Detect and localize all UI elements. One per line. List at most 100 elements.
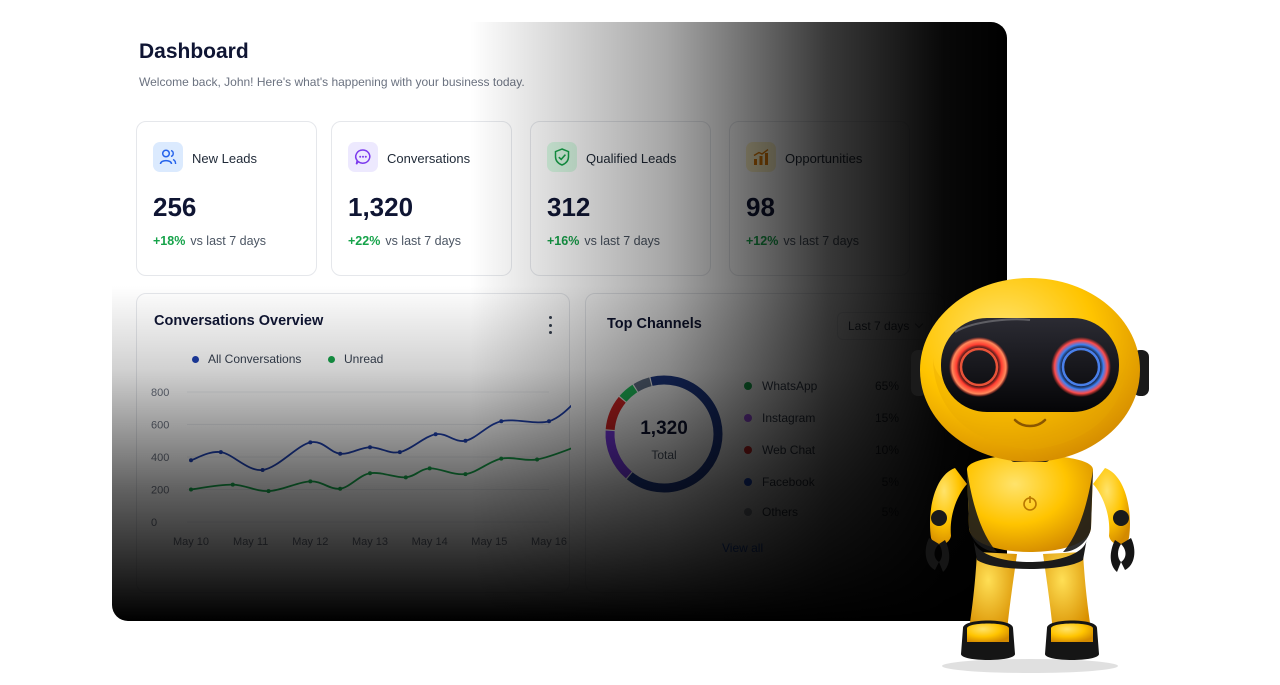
kpi-change: +22% vs last 7 days: [348, 234, 461, 248]
kpi-comparison: vs last 7 days: [385, 234, 462, 248]
channel-row-web-chat: Web Chat 10%: [744, 442, 899, 458]
data-point: [308, 440, 313, 445]
legend-dot: [744, 446, 752, 454]
card-title: Top Channels: [607, 316, 702, 332]
dashboard-panel: Dashboard Welcome back, John! Here's wha…: [112, 22, 1007, 621]
data-point: [397, 450, 402, 455]
channel-percent: 5%: [881, 475, 899, 489]
kpi-card-new-leads[interactable]: New Leads 256 +18% vs last 7 days: [136, 121, 317, 276]
robot-mascot: [911, 278, 1149, 673]
data-point: [547, 419, 551, 424]
kpi-card-qualified-leads[interactable]: Qualified Leads 312 +16% vs last 7 days: [530, 121, 711, 276]
data-point: [535, 457, 540, 462]
series-line: [190, 404, 571, 471]
y-tick-label: 600: [151, 420, 169, 432]
data-point: [308, 479, 313, 484]
kpi-change-percent: +18%: [153, 234, 186, 248]
data-point: [368, 471, 372, 476]
channel-percent: 15%: [874, 411, 899, 425]
legend-dot: [744, 382, 752, 390]
kpi-label: Conversations: [387, 151, 471, 166]
data-point: [463, 438, 468, 443]
y-tick-label: 400: [151, 452, 169, 464]
kpi-comparison: vs last 7 days: [190, 234, 267, 248]
data-point: [368, 445, 372, 450]
channel-name: Web Chat: [762, 443, 816, 457]
data-point: [433, 432, 438, 437]
top-channels-card: Top Channels Last 7 days 1,320 Total Wha…: [585, 293, 945, 593]
data-point: [338, 486, 343, 491]
data-point: [338, 451, 343, 456]
shield-check-icon: [547, 142, 577, 172]
legend-dot: [744, 508, 752, 516]
channel-row-facebook: Facebook 5%: [744, 474, 899, 490]
kpi-label: Opportunities: [785, 151, 863, 166]
donut-slice: [619, 384, 638, 402]
legend-dot: [744, 414, 752, 422]
page-subtitle: Welcome back, John! Here's what's happen…: [139, 75, 525, 89]
donut-total-label: Total: [651, 448, 677, 462]
view-all-link[interactable]: View all: [722, 541, 764, 555]
x-tick-label: May 12: [292, 536, 328, 548]
kpi-change-percent: +22%: [348, 234, 381, 248]
kpi-change-percent: +12%: [746, 234, 779, 248]
channel-name: Others: [762, 505, 799, 519]
data-point: [189, 487, 193, 492]
channel-row-whatsapp: WhatsApp 65%: [744, 378, 899, 394]
legend-dot: [744, 478, 752, 486]
page-title: Dashboard: [139, 40, 249, 63]
users-icon: [153, 142, 183, 172]
kpi-card-opportunities[interactable]: Opportunities 98 +12% vs last 7 days: [729, 121, 910, 276]
data-point: [427, 466, 432, 471]
channel-name: Facebook: [762, 475, 815, 489]
conversations-overview-card: Conversations Overview All Conversations…: [136, 293, 571, 593]
data-point: [499, 419, 504, 424]
kpi-value: 256: [153, 192, 197, 222]
x-tick-label: May 11: [233, 536, 268, 548]
kpi-change: +18% vs last 7 days: [153, 234, 266, 248]
channel-name: Instagram: [762, 411, 816, 425]
x-tick-label: May 16: [531, 536, 567, 548]
channel-percent: 65%: [874, 379, 899, 393]
y-tick-label: 200: [151, 485, 169, 497]
donut-total-value: 1,320: [640, 418, 688, 439]
channel-row-others: Others 5%: [744, 504, 899, 520]
data-point: [230, 482, 235, 487]
data-point: [260, 468, 265, 472]
x-tick-label: May 15: [471, 536, 507, 548]
kpi-value: 98: [746, 192, 775, 222]
line-chart: 0 200 400 600 800 May 10 May 11 May 12 May 13 May…: [151, 387, 571, 548]
series-line: [190, 447, 571, 493]
kpi-card-conversations[interactable]: Conversations 1,320 +22% vs last 7 days: [331, 121, 512, 276]
data-point: [189, 458, 193, 463]
dashboard-content: Dashboard Welcome back, John! Here's wha…: [112, 22, 1007, 621]
kpi-value: 312: [547, 192, 591, 222]
kpi-change: +12% vs last 7 days: [746, 234, 859, 248]
data-point: [463, 472, 468, 477]
date-range-value: Last 7 days: [848, 319, 910, 333]
bar-growth-icon: [746, 142, 776, 172]
data-point: [499, 456, 504, 461]
kpi-change: +16% vs last 7 days: [547, 234, 660, 248]
channel-row-instagram: Instagram 15%: [744, 410, 899, 426]
kpi-change-percent: +16%: [547, 234, 580, 248]
kpi-comparison: vs last 7 days: [783, 234, 860, 248]
kpi-label: Qualified Leads: [586, 151, 677, 166]
kpi-label: New Leads: [192, 151, 258, 166]
chat-bubble-icon: [348, 142, 378, 172]
data-point: [266, 489, 271, 494]
data-point: [218, 450, 223, 455]
donut-slice: [633, 377, 652, 392]
channel-name: WhatsApp: [762, 379, 818, 393]
y-tick-label: 0: [151, 517, 157, 529]
x-tick-label: May 13: [352, 536, 388, 548]
data-point: [403, 475, 408, 480]
y-tick-label: 800: [151, 387, 169, 399]
kpi-comparison: vs last 7 days: [584, 234, 661, 248]
x-tick-label: May 10: [173, 536, 209, 548]
channel-percent: 5%: [881, 505, 899, 519]
kpi-value: 1,320: [348, 192, 414, 222]
x-tick-label: May 14: [412, 536, 448, 548]
channel-percent: 10%: [874, 443, 899, 457]
